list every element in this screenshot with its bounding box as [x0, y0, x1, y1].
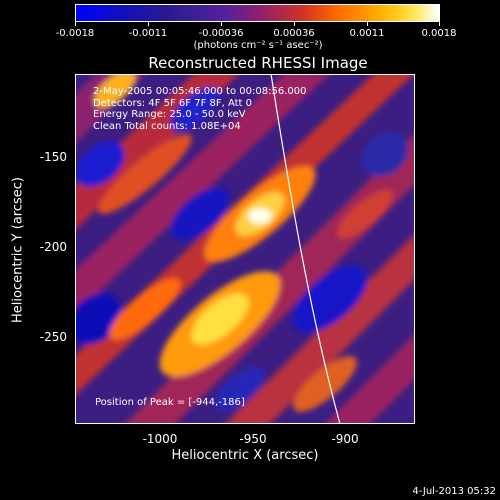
colorbar-tick: -0.00036: [198, 28, 244, 39]
y-axis-label: Heliocentric Y (arcsec): [10, 177, 26, 323]
colorbar-tick: -0.0018: [55, 28, 95, 39]
y-tick: -200: [39, 240, 67, 254]
info-energy-range: Energy Range: 25.0 - 50.0 keV: [93, 109, 246, 120]
info-detectors: Detectors: 4F 5F 6F 7F 8F, Att 0: [93, 97, 253, 109]
figure-title: Reconstructed RHESSI Image: [148, 54, 368, 72]
image-heatmap: [75, 74, 415, 424]
observation-info: 2-May-2005 00:05:46.000 to 00:08:56.000 …: [93, 86, 306, 132]
info-counts: Clean Total counts: 1.08E+04: [93, 120, 241, 132]
colorbar-tick: 0.00036: [273, 28, 315, 39]
colorbar-units: (photons cm⁻² s⁻¹ asec⁻²): [193, 40, 323, 51]
x-tick: -950: [239, 432, 267, 446]
y-tick: -250: [39, 330, 67, 344]
x-tick: -1000: [142, 432, 178, 446]
info-time-range: 2-May-2005 00:05:46.000 to 00:08:56.000: [93, 86, 307, 97]
peak-position: Position of Peak = [-944,-186]: [95, 397, 245, 408]
x-tick: -900: [331, 432, 359, 446]
colorbar: [75, 4, 440, 22]
y-tick: -150: [39, 150, 67, 164]
colorbar-tick: 0.0018: [421, 28, 457, 39]
colorbar-tick: 0.0011: [349, 28, 385, 39]
x-axis-label: Heliocentric X (arcsec): [171, 448, 319, 463]
colorbar-tick: -0.0011: [128, 28, 168, 39]
timestamp: 4-Jul-2013 05:32: [412, 486, 496, 497]
solar-limb-line: [270, 74, 341, 424]
